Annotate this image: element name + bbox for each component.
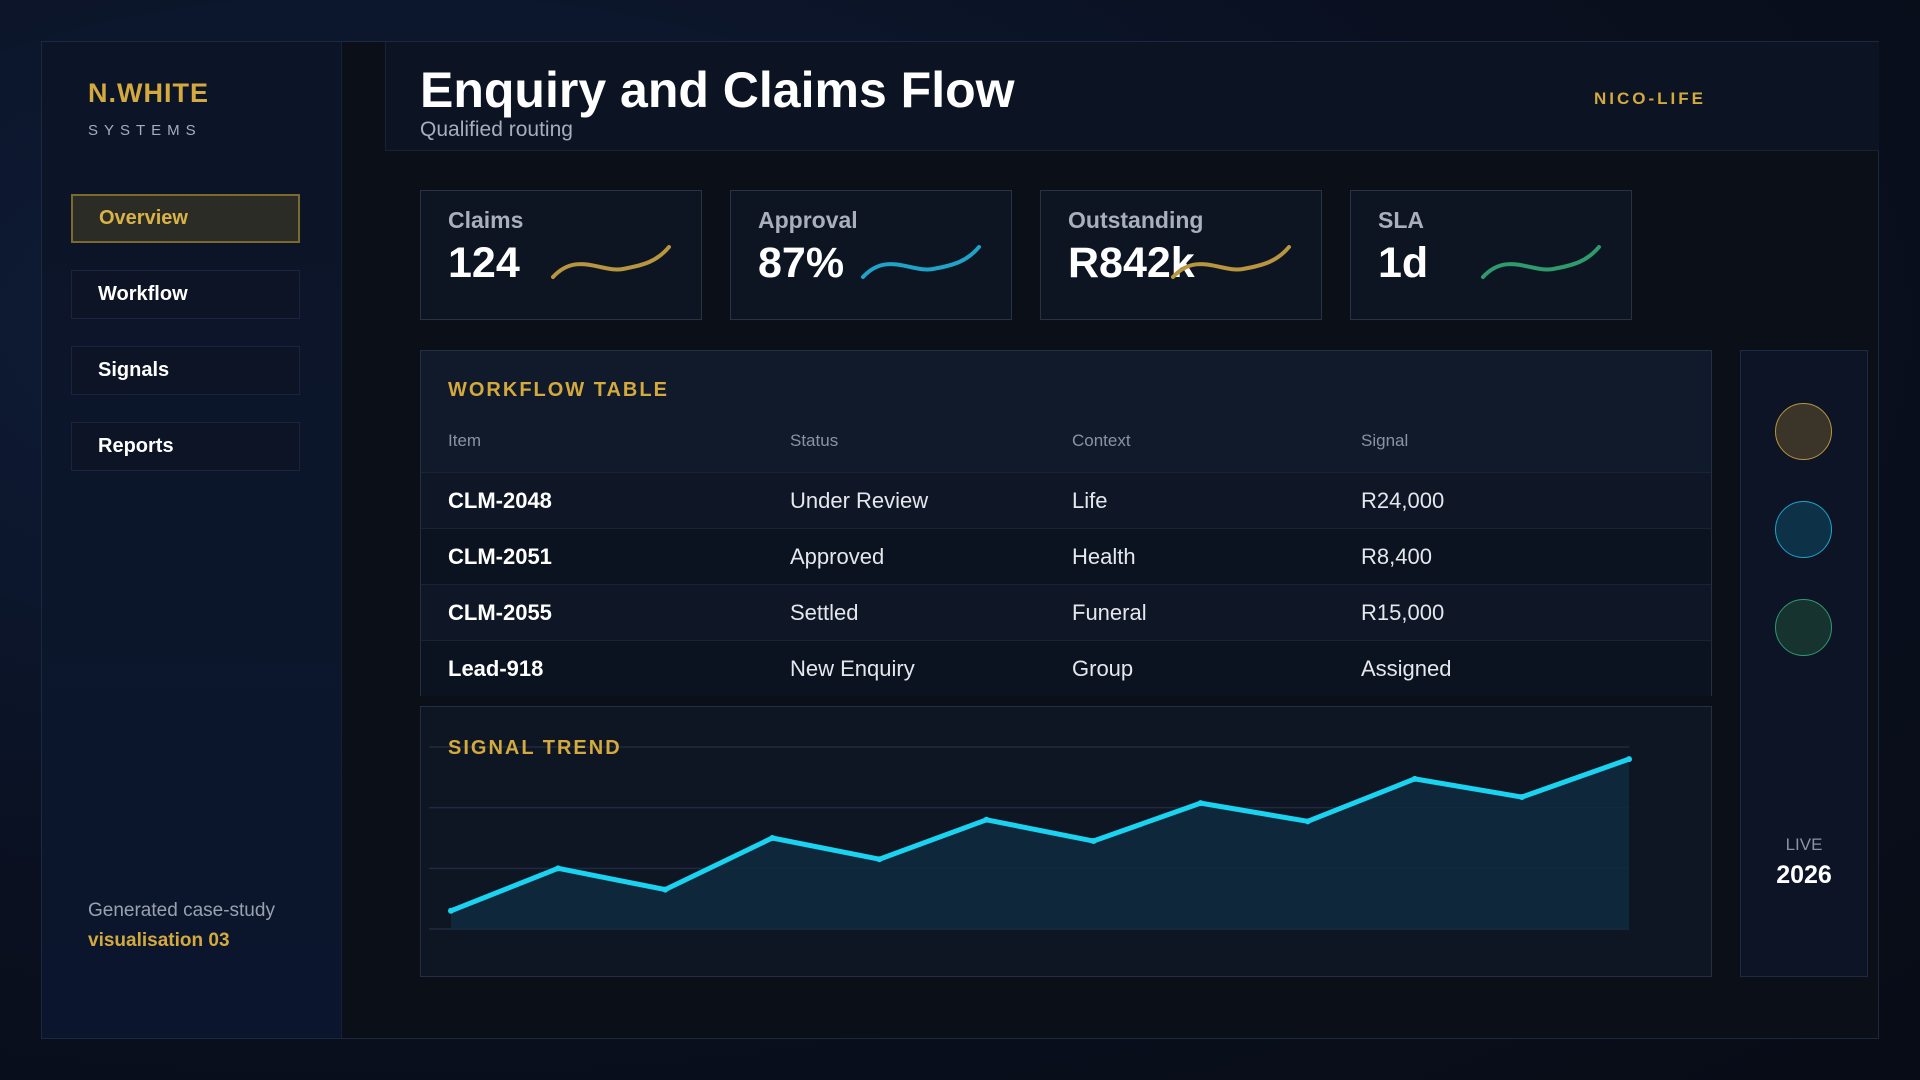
column-header-context[interactable]: Context <box>1072 431 1131 450</box>
cyan-status-dot[interactable] <box>1775 501 1832 558</box>
header-bar <box>385 42 1879 151</box>
table-row[interactable]: CLM-2055 Settled Funeral R15,000 <box>421 584 1711 640</box>
data-point <box>448 907 454 914</box>
cell-item: CLM-2051 <box>448 544 552 569</box>
cell-status: Under Review <box>790 488 929 513</box>
cell-item: CLM-2055 <box>448 600 552 625</box>
data-point <box>1411 775 1418 782</box>
table-row[interactable]: CLM-2048 Under Review Life R24,000 <box>421 472 1711 528</box>
sparkline-icon <box>1481 245 1601 279</box>
kpi-label: Outstanding <box>1068 207 1204 233</box>
data-point <box>1090 838 1097 845</box>
workflow-table: WORKFLOW TABLE Item Status Context Signa… <box>420 350 1712 696</box>
sparkline-icon <box>1171 245 1291 279</box>
signal-trend-chart <box>429 746 1632 930</box>
page-subtitle: Qualified routing <box>420 118 573 141</box>
chart-title: SIGNAL TREND <box>448 737 622 759</box>
cell-item: Lead-918 <box>448 656 544 681</box>
sidebar-item-workflow[interactable]: Workflow <box>71 270 300 319</box>
footer-note: Generated case-study <box>88 900 275 921</box>
cell-signal: R24,000 <box>1361 488 1445 513</box>
kpi-value: R842k <box>1068 239 1195 287</box>
data-point <box>1197 800 1204 807</box>
trend-area <box>451 759 1629 929</box>
sparkline-path <box>1171 245 1291 279</box>
kpi-label: Claims <box>448 207 524 233</box>
cell-status: Approved <box>790 544 885 569</box>
column-header-status[interactable]: Status <box>790 431 839 450</box>
sidebar-item-signals[interactable]: Signals <box>71 346 300 395</box>
tenant-label: NICO-LIFE <box>1594 89 1706 108</box>
sparkline-icon <box>551 245 671 279</box>
kpi-label: Approval <box>758 207 858 233</box>
kpi-value: 1d <box>1378 239 1429 287</box>
sparkline-path <box>1481 245 1601 279</box>
live-label: LIVE <box>1785 835 1823 854</box>
sparkline-path <box>551 245 671 279</box>
data-point <box>769 835 776 841</box>
brand-subtitle: SYSTEMS <box>88 122 202 139</box>
sparkline-path <box>861 245 981 279</box>
sidebar-item-reports[interactable]: Reports <box>71 422 300 471</box>
kpi-value: 87% <box>758 239 845 287</box>
signal-trend-panel: SIGNAL TREND <box>420 706 1712 977</box>
panel-title: WORKFLOW TABLE <box>448 379 669 401</box>
table-row[interactable]: Lead-918 New Enquiry Group Assigned <box>421 640 1711 696</box>
table-row[interactable]: CLM-2051 Approved Health R8,400 <box>421 528 1711 584</box>
app-frame: N.WHITE SYSTEMS Overview Workflow Signal… <box>41 41 1879 1039</box>
green-status-dot[interactable] <box>1775 599 1832 656</box>
cell-status: Settled <box>790 600 859 625</box>
data-point <box>876 856 883 863</box>
cell-item: CLM-2048 <box>448 488 552 513</box>
kpi-label: SLA <box>1378 207 1424 233</box>
kpi-card-approval[interactable]: Approval 87% <box>730 190 1012 320</box>
data-point <box>983 816 990 823</box>
sparkline-icon <box>861 245 981 279</box>
live-year: 2026 <box>1776 861 1832 889</box>
status-rail: LIVE 2026 <box>1740 350 1868 977</box>
cell-status: New Enquiry <box>790 656 915 681</box>
cell-context: Life <box>1072 488 1108 513</box>
series-line <box>450 756 1630 914</box>
data-point <box>1626 756 1632 763</box>
data-point <box>1304 818 1311 825</box>
footer-caption: visualisation 03 <box>88 930 230 951</box>
column-header-item[interactable]: Item <box>448 431 482 450</box>
data-point <box>1518 794 1525 801</box>
kpi-card-outstanding[interactable]: Outstanding R842k <box>1040 190 1322 320</box>
cell-context: Group <box>1072 656 1134 681</box>
kpi-card-sla[interactable]: SLA 1d <box>1350 190 1632 320</box>
gold-status-dot[interactable] <box>1775 403 1832 460</box>
brand-name: N.WHITE <box>88 78 209 108</box>
column-header-signal[interactable]: Signal <box>1361 431 1409 450</box>
kpi-value: 124 <box>448 239 520 287</box>
sidebar-item-overview[interactable]: Overview <box>71 194 300 243</box>
cell-context: Health <box>1072 544 1136 569</box>
data-point <box>555 865 562 872</box>
page-title: Enquiry and Claims Flow <box>420 62 1015 118</box>
cell-signal: R15,000 <box>1361 600 1445 625</box>
cell-signal: R8,400 <box>1361 544 1432 569</box>
cell-context: Funeral <box>1072 600 1147 625</box>
data-point <box>662 886 669 893</box>
kpi-card-claims[interactable]: Claims 124 <box>420 190 702 320</box>
cell-signal: Assigned <box>1361 656 1452 681</box>
sidebar: N.WHITE SYSTEMS Overview Workflow Signal… <box>42 42 342 1038</box>
